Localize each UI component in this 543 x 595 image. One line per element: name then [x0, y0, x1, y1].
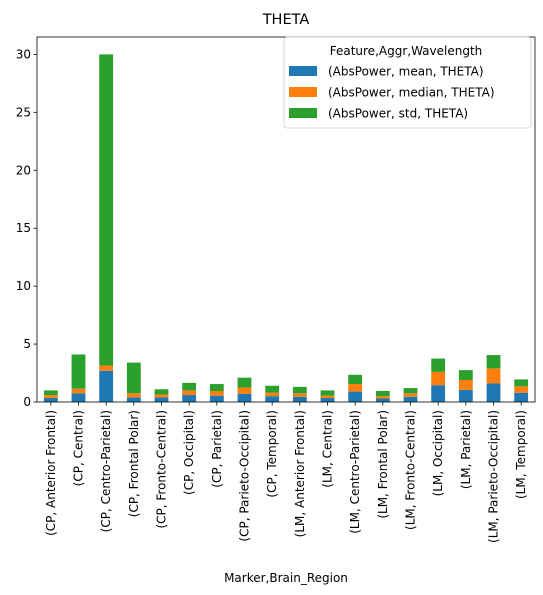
bar-2-12	[348, 384, 363, 392]
legend-items: (AbsPower, mean, THETA) (AbsPower, median…	[289, 65, 495, 121]
y-tick-label: 25	[16, 105, 31, 119]
bar-3-11	[320, 390, 335, 396]
bar-2-9	[265, 392, 280, 397]
x-tick-label: (CP, Occipital)	[182, 410, 196, 495]
bar-2-1	[43, 395, 58, 398]
legend-title: Feature,Aggr,Wavelength	[330, 44, 483, 58]
x-tick-label: (LM, Occipital)	[431, 410, 445, 496]
bar-2-6	[182, 390, 197, 396]
bar-2-2	[71, 388, 86, 394]
x-tick-label: (LM, Parietal)	[459, 410, 473, 489]
bar-2-14	[403, 393, 418, 397]
legend-label: (AbsPower, mean, THETA)	[328, 65, 484, 79]
bar-3-6	[182, 382, 197, 391]
x-tick-label: (CP, Anterior Frontal)	[44, 410, 58, 536]
x-tick-label: (LM, Centro-Parietal)	[348, 410, 362, 534]
y-tick-label: 10	[16, 279, 31, 293]
bar-1-9	[265, 396, 280, 402]
bar-1-7	[209, 395, 224, 402]
legend: Feature,Aggr,Wavelength (AbsPower, mean,…	[283, 36, 532, 129]
bar-3-18	[514, 379, 529, 387]
legend-label: (AbsPower, std, THETA)	[328, 107, 468, 121]
x-tick-label: (CP, Frontal Polar)	[127, 410, 141, 517]
bar-1-18	[514, 392, 529, 402]
bar-3-3	[99, 54, 114, 366]
bar-3-1	[43, 390, 58, 396]
bar-3-9	[265, 385, 280, 393]
bar-1-11	[320, 397, 335, 402]
bar-2-13	[375, 396, 390, 399]
x-tick-label: (CP, Parieto-Occipital)	[238, 410, 252, 542]
y-axis: 0 5 10 15 20 25 30	[16, 47, 37, 409]
x-tick-label: (LM, Central)	[321, 410, 335, 488]
bar-2-18	[514, 386, 529, 393]
chart-title: THETA	[262, 12, 310, 28]
bar-1-1	[43, 397, 58, 402]
bar-3-5	[154, 389, 169, 395]
x-tick-label: (CP, Parietal)	[210, 410, 224, 488]
bar-1-6	[182, 395, 197, 402]
y-tick-label: 30	[16, 47, 31, 61]
bar-1-4	[126, 397, 141, 402]
y-tick-label: 20	[16, 163, 31, 177]
bar-2-8	[237, 387, 252, 394]
bar-2-5	[154, 394, 169, 398]
legend-swatch	[289, 87, 317, 97]
bar-3-17	[486, 355, 501, 369]
x-tick-label: (LM, Temporal)	[514, 410, 528, 499]
bar-3-14	[403, 388, 418, 394]
bar-1-10	[292, 396, 307, 402]
bar-3-8	[237, 377, 252, 388]
bar-2-16	[458, 379, 473, 390]
bar-2-7	[209, 390, 224, 396]
x-tick-label: (CP, Central)	[72, 410, 86, 486]
bar-2-15	[431, 371, 446, 386]
bar-3-15	[431, 358, 446, 372]
y-tick-label: 0	[23, 395, 31, 409]
legend-frame	[283, 36, 532, 129]
x-tick-label: (LM, Anterior Frontal)	[293, 410, 307, 537]
bar-3-10	[292, 386, 307, 394]
bar-3-4	[126, 362, 141, 394]
y-tick-label: 5	[23, 337, 31, 351]
bar-1-16	[458, 389, 473, 402]
legend-label: (AbsPower, median, THETA)	[328, 86, 495, 100]
bar-3-7	[209, 384, 224, 391]
bar-2-10	[292, 393, 307, 397]
x-axis-label: Marker,Brain_Region	[224, 571, 348, 585]
x-tick-label: (CP, Fronto-Central)	[155, 410, 169, 529]
bar-2-17	[486, 368, 501, 384]
x-tick-label: (CP, Centro-Parietal)	[99, 410, 113, 532]
bar-1-14	[403, 396, 418, 402]
bar-2-3	[99, 365, 114, 371]
bar-3-13	[375, 390, 390, 397]
legend-swatch	[289, 108, 317, 118]
bar-1-17	[486, 383, 501, 402]
y-tick-label: 15	[16, 221, 31, 235]
bar-1-13	[375, 398, 390, 402]
bar-3-16	[458, 370, 473, 380]
bar-1-2	[71, 393, 86, 402]
x-tick-label: (LM, Frontal Polar)	[376, 410, 390, 519]
bar-1-15	[431, 385, 446, 402]
bar-3-12	[348, 374, 363, 385]
x-tick-label: (CP, Temporal)	[265, 410, 279, 498]
bar-3-2	[71, 354, 86, 389]
legend-swatch	[289, 66, 317, 76]
bar-1-12	[348, 391, 363, 402]
bar-2-4	[126, 393, 141, 398]
x-tick-label: (LM, Parieto-Occipital)	[487, 410, 501, 543]
x-tick-label: (LM, Fronto-Central)	[404, 410, 418, 530]
x-axis: (CP, Anterior Frontal) (CP, Central) (CP, …	[44, 402, 528, 543]
bars-layer	[43, 54, 529, 402]
bar-1-3	[99, 370, 114, 402]
bar-1-5	[154, 397, 169, 402]
bar-2-11	[320, 395, 335, 398]
bar-1-8	[237, 393, 252, 402]
